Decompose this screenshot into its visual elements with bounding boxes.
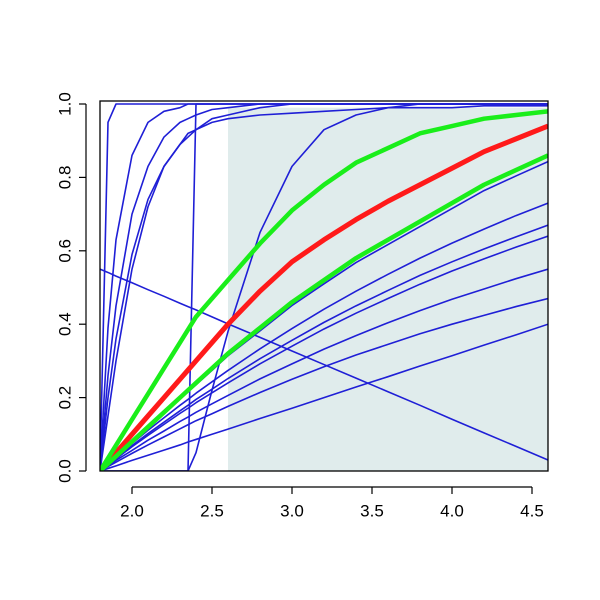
curve bbox=[100, 153, 548, 471]
y-tick-label: 0.6 bbox=[55, 239, 74, 263]
curve bbox=[100, 105, 548, 471]
curve bbox=[100, 103, 548, 471]
axes: 2.0 2.5 3.0 3.5 4.0 4.5 0.0 0.2 0.4 0.6 0.8 1.0 bbox=[55, 92, 543, 520]
x-tick-label: 3.5 bbox=[360, 501, 384, 520]
x-tick-label: 2.0 bbox=[120, 501, 144, 520]
curve bbox=[100, 224, 548, 471]
curve bbox=[100, 297, 548, 471]
y-tick-label: 0.0 bbox=[55, 459, 74, 483]
curve bbox=[100, 235, 548, 471]
curve bbox=[100, 268, 548, 471]
curve bbox=[100, 323, 548, 471]
y-tick-label: 1.0 bbox=[55, 92, 74, 116]
x-tick-label: 4.5 bbox=[520, 501, 544, 520]
y-tick-label: 0.2 bbox=[55, 386, 74, 410]
y-tick-label: 0.4 bbox=[55, 312, 74, 336]
shade-layer bbox=[228, 107, 548, 472]
plot-frame bbox=[99, 100, 549, 472]
curves bbox=[100, 103, 548, 471]
shaded-region bbox=[228, 107, 548, 472]
x-tick-label: 2.5 bbox=[200, 501, 224, 520]
x-tick-label: 3.0 bbox=[280, 501, 304, 520]
x-tick-label: 4.0 bbox=[440, 501, 464, 520]
curve bbox=[100, 109, 548, 471]
y-tick-label: 0.8 bbox=[55, 166, 74, 190]
curve bbox=[100, 123, 548, 471]
